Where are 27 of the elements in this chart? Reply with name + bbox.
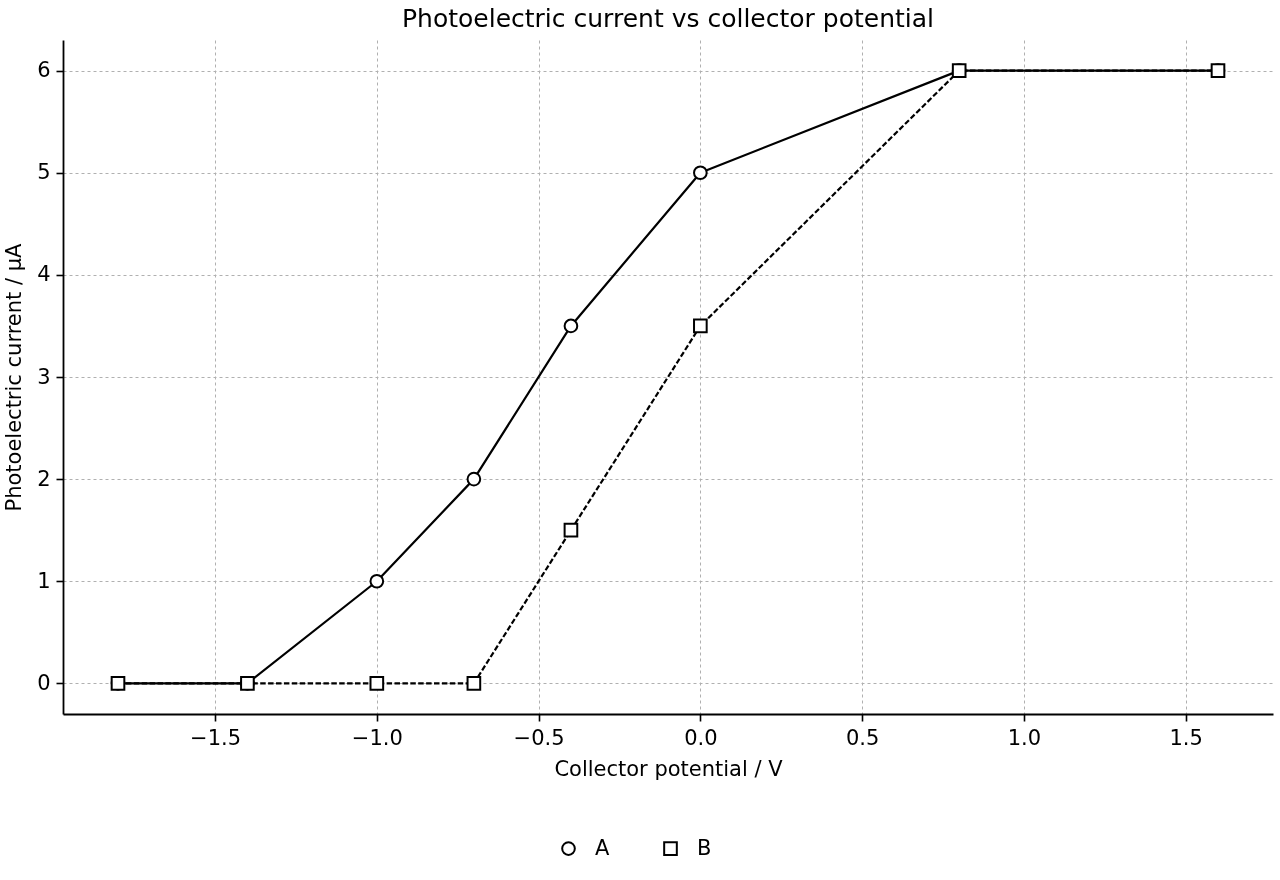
legend-label: B <box>697 835 712 860</box>
point <box>693 165 708 181</box>
y-tick-label: 3 <box>37 364 51 389</box>
y-tick-label: 1 <box>37 568 51 593</box>
y-tick-label: 4 <box>37 262 51 287</box>
x-axis-title: Collector potential / V <box>554 756 784 781</box>
x-tick-label: 1.5 <box>1169 725 1203 750</box>
point <box>369 573 385 589</box>
point <box>563 522 579 538</box>
point <box>693 318 708 334</box>
y-tick-label: 0 <box>37 670 51 695</box>
y-tick-label: 2 <box>37 466 51 491</box>
chart-title: Photoelectric current vs collector potential <box>402 4 934 33</box>
point <box>369 676 385 691</box>
y-axis-title: Photoelectric current / μA <box>2 242 27 512</box>
point <box>466 471 482 487</box>
x-tick-label: 0.0 <box>684 725 718 750</box>
legend-label: A <box>595 835 610 860</box>
y-tick-label: 6 <box>37 58 51 83</box>
point <box>563 318 579 334</box>
x-tick-label: −1.5 <box>190 725 242 750</box>
x-tick-label: −0.5 <box>513 725 565 750</box>
x-tick-label: −1.0 <box>351 725 403 750</box>
y-tick-label: 5 <box>37 160 51 185</box>
x-tick-label: 0.5 <box>845 725 880 750</box>
x-tick-label: 1.0 <box>1007 725 1042 750</box>
point <box>466 676 482 691</box>
